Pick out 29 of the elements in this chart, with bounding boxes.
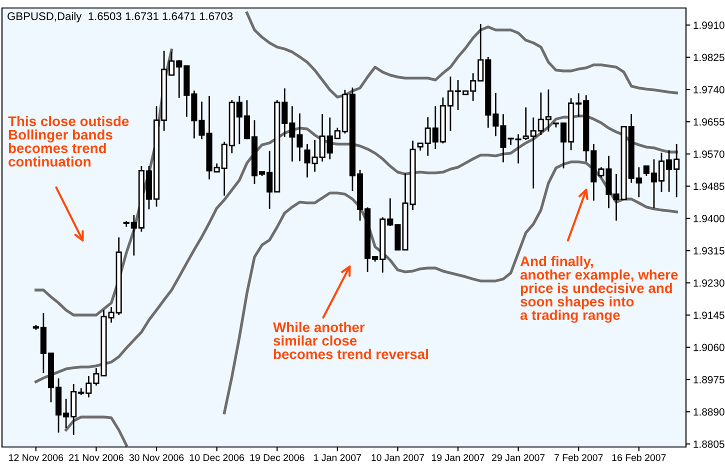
y-tick-label: 1.9400 (694, 214, 724, 222)
x-tick-label: 29 Jan 2007 (492, 454, 545, 462)
x-tick-label: 12 Nov 2006 (9, 454, 64, 462)
y-tick-label: 1.8975 (694, 376, 724, 384)
x-tick-label: 19 Jan 2007 (432, 454, 484, 462)
x-tick-label: 7 Feb 2007 (554, 454, 603, 462)
x-tick-label: 30 Nov 2006 (129, 454, 184, 462)
y-tick-label: 1.9740 (694, 86, 724, 94)
x-tick-label: 16 Feb 2007 (612, 454, 666, 462)
x-tick-label: 1 Jan 2007 (314, 454, 361, 462)
y-tick-label: 1.9060 (694, 344, 724, 352)
y-tick-label: 1.8890 (694, 408, 724, 416)
x-tick-label: 10 Dec 2006 (190, 454, 244, 462)
annotation: This close outisde Bollinger bands becomes trend continuation (8, 116, 129, 167)
y-tick-label: 1.9485 (694, 182, 724, 190)
annotation: While another similar close becomes trend reversal (273, 322, 428, 360)
y-tick-label: 1.8805 (694, 440, 724, 448)
x-tick-label: 10 Jan 2007 (372, 454, 424, 462)
y-tick-label: 1.9570 (694, 150, 724, 158)
y-tick-label: 1.9315 (694, 247, 724, 254)
y-tick-label: 1.9910 (694, 22, 724, 29)
y-tick-label: 1.9655 (694, 118, 724, 126)
y-tick-label: 1.9145 (694, 312, 724, 319)
x-tick-label: 19 Dec 2006 (250, 454, 304, 462)
y-tick-label: 1.9230 (694, 279, 724, 287)
y-tick-label: 1.9825 (694, 54, 724, 62)
x-tick-label: 21 Nov 2006 (69, 454, 124, 462)
annotation: And finally, another example, where price is undecisive and soon shapes into a trading range (520, 256, 678, 323)
chart-title: GBPUSD,Daily 1.6503 1.6731 1.6471 1.6703 (8, 12, 233, 22)
